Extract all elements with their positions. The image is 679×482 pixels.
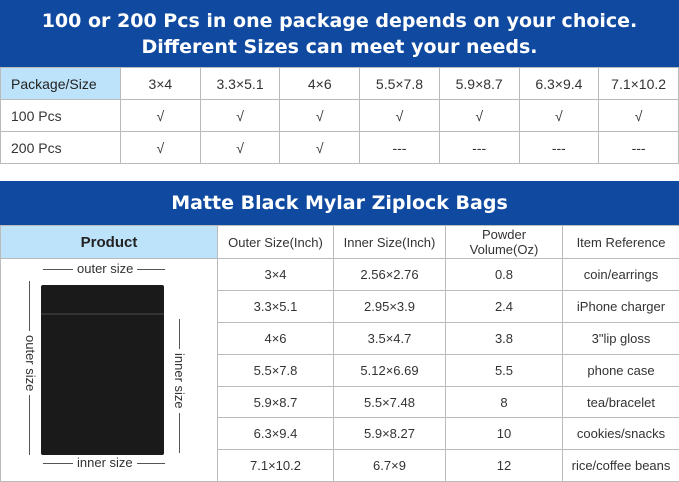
- cell: tea/bracelet: [563, 386, 679, 418]
- cell: ---: [439, 132, 519, 164]
- black-mylar-bag-image: [41, 285, 164, 455]
- spec-table: Product Outer Size(Inch) Inner Size(Inch…: [0, 225, 679, 482]
- cell: √: [121, 100, 201, 132]
- size-header: 6.3×9.4: [519, 68, 599, 100]
- cell: phone case: [563, 354, 679, 386]
- cell: √: [599, 100, 679, 132]
- banner-line-1: 100 or 200 Pcs in one package depends on…: [0, 8, 679, 34]
- header-inner-size: Inner Size(Inch): [334, 226, 446, 259]
- cell: 3.5×4.7: [334, 322, 446, 354]
- cell: 2.4: [446, 290, 563, 322]
- header-powder-volume: Powder Volume(Oz): [446, 226, 563, 259]
- cell: 4×6: [218, 322, 334, 354]
- size-header: 3.3×5.1: [200, 68, 280, 100]
- cell: coin/earrings: [563, 259, 679, 291]
- top-banner: 100 or 200 Pcs in one package depends on…: [0, 0, 679, 67]
- cell: √: [200, 100, 280, 132]
- cell: iPhone charger: [563, 290, 679, 322]
- cell: 10: [446, 418, 563, 450]
- header-outer-size: Outer Size(Inch): [218, 226, 334, 259]
- cell: 6.7×9: [334, 450, 446, 482]
- table-row: outer size outer size inner size inner s…: [1, 259, 679, 291]
- cell: 5.5×7.8: [218, 354, 334, 386]
- size-header: 4×6: [280, 68, 360, 100]
- package-size-table: Package/Size 3×4 3.3×5.1 4×6 5.5×7.8 5.9…: [0, 67, 679, 164]
- cell: √: [200, 132, 280, 164]
- cell: √: [280, 132, 360, 164]
- cell: √: [360, 100, 440, 132]
- cell: √: [439, 100, 519, 132]
- spec-banner: Matte Black Mylar Ziplock Bags: [0, 181, 679, 225]
- cell: 3.3×5.1: [218, 290, 334, 322]
- cell: 7.1×10.2: [218, 450, 334, 482]
- cell: ---: [360, 132, 440, 164]
- cell: ---: [519, 132, 599, 164]
- size-header: 7.1×10.2: [599, 68, 679, 100]
- cell: 8: [446, 386, 563, 418]
- banner-line-2: Different Sizes can meet your needs.: [0, 34, 679, 60]
- cell: 3.8: [446, 322, 563, 354]
- size-header: 3×4: [121, 68, 201, 100]
- row-label: 100 Pcs: [1, 100, 121, 132]
- cell: rice/coffee beans: [563, 450, 679, 482]
- cell: √: [280, 100, 360, 132]
- cell: √: [519, 100, 599, 132]
- cell: 2.95×3.9: [334, 290, 446, 322]
- cell: 0.8: [446, 259, 563, 291]
- header-product: Product: [1, 226, 218, 259]
- cell: 3"lip gloss: [563, 322, 679, 354]
- size-header: 5.9×8.7: [439, 68, 519, 100]
- cell: 5.9×8.27: [334, 418, 446, 450]
- table-header-row: Package/Size 3×4 3.3×5.1 4×6 5.5×7.8 5.9…: [1, 68, 679, 100]
- cell: ---: [599, 132, 679, 164]
- row-label: 200 Pcs: [1, 132, 121, 164]
- cell: 3×4: [218, 259, 334, 291]
- cell: 5.12×6.69: [334, 354, 446, 386]
- cell: 5.5×7.48: [334, 386, 446, 418]
- header-package-size: Package/Size: [1, 68, 121, 100]
- product-image: outer size outer size inner size inner s…: [1, 259, 218, 482]
- table-header-row: Product Outer Size(Inch) Inner Size(Inch…: [1, 226, 679, 259]
- cell: 6.3×9.4: [218, 418, 334, 450]
- header-item-reference: Item Reference: [563, 226, 679, 259]
- cell: 5.9×8.7: [218, 386, 334, 418]
- size-header: 5.5×7.8: [360, 68, 440, 100]
- cell: cookies/snacks: [563, 418, 679, 450]
- inner-width-label: inner size: [73, 455, 137, 470]
- cell: 2.56×2.76: [334, 259, 446, 291]
- inner-height-label: inner size: [172, 349, 187, 413]
- cell: √: [121, 132, 201, 164]
- table-row: 200 Pcs √ √ √ --- --- --- ---: [1, 132, 679, 164]
- cell: 12: [446, 450, 563, 482]
- outer-width-label: outer size: [73, 261, 137, 276]
- table-row: 100 Pcs √ √ √ √ √ √ √: [1, 100, 679, 132]
- outer-height-label: outer size: [23, 331, 38, 395]
- cell: 5.5: [446, 354, 563, 386]
